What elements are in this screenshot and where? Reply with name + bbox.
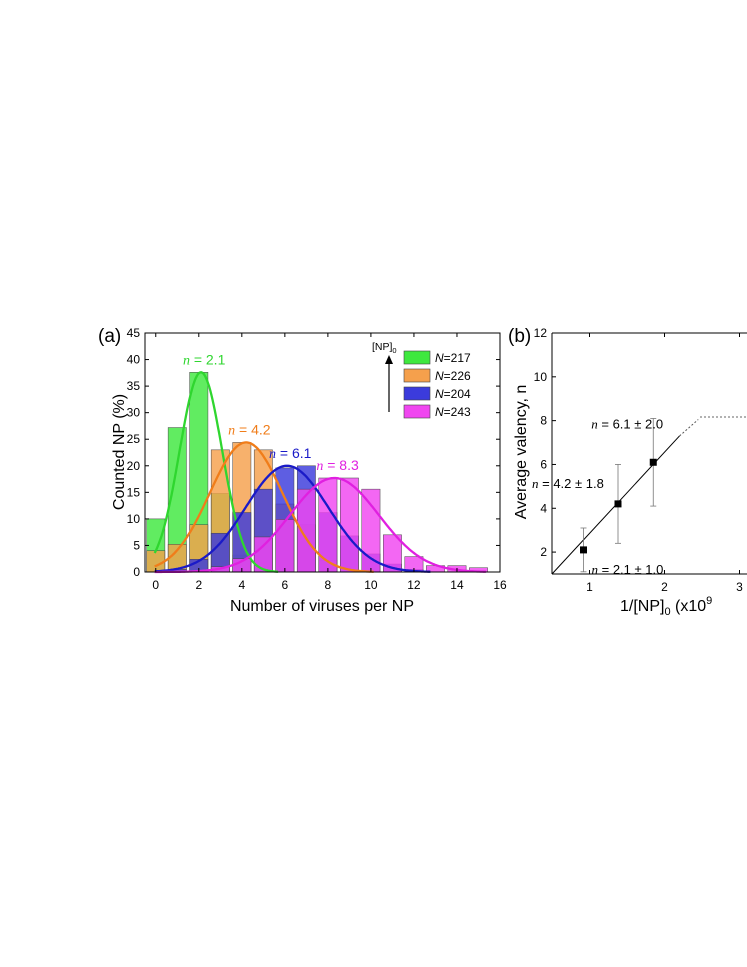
point-label-2: n = 6.1 ± 2.0: [591, 416, 663, 431]
y-tick-label-0: 0: [133, 565, 140, 579]
y-tick-label-30: 30: [127, 406, 141, 420]
point-label-n: n: [592, 562, 599, 577]
fit-curve-N=217: [153, 371, 279, 573]
b-x-tick-label-3: 3: [736, 580, 743, 594]
point-label-value: = 2.1 ± 1.0: [598, 562, 663, 577]
legend-entry-italic: N: [435, 369, 444, 383]
panel-b-point-labels: n = 2.1 ± 1.0n = 4.2 ± 1.8n = 6.1 ± 2.0: [532, 416, 663, 577]
mean-label-N=204: n = 6.1: [269, 445, 312, 462]
mean-label-value: = 2.1: [190, 351, 226, 367]
legend-entry-italic: N: [435, 351, 444, 365]
legend-swatch-N=226: [403, 368, 431, 383]
panel-a-y-axis-label: Counted NP (%): [111, 394, 128, 510]
fit-curve-N=204: [154, 464, 431, 573]
b-y-tick-label-2: 2: [540, 545, 547, 559]
y-tick-label-15: 15: [127, 485, 141, 499]
panel-a-fit-curves: [153, 371, 486, 574]
mean-label-n: n: [183, 353, 190, 368]
point-label-0: n = 2.1 ± 1.0: [592, 562, 664, 577]
legend-entry-N=217: N=217: [435, 351, 471, 365]
point-label-n: n: [532, 476, 539, 491]
mean-label-N=217: n = 2.1: [183, 351, 226, 368]
legend-entry-rest: =226: [444, 369, 471, 383]
point-label-value: = 4.2 ± 1.8: [539, 476, 604, 491]
y-tick-label-45: 45: [127, 326, 141, 340]
panel-b-x-axis-label: 1/[NP]0 (x109: [620, 595, 712, 618]
legend-entry-N=204: N=204: [435, 387, 471, 401]
x-tick-label-2: 2: [195, 578, 202, 592]
legend-entry-rest: =204: [444, 387, 471, 401]
legend-entry-N=243: N=243: [435, 405, 471, 419]
bar-N=243-9: [340, 477, 359, 573]
point-label-n: n: [591, 416, 598, 431]
data-point-2: [649, 458, 657, 466]
point-label-value: = 6.1 ± 2.0: [598, 416, 663, 431]
legend-arrow-label: [NP]0: [372, 341, 397, 355]
fit-curve-N=226: [154, 441, 374, 573]
b-y-tick-label-4: 4: [540, 501, 547, 515]
fit-curve-N=243: [154, 476, 486, 574]
mean-label-N=226: n = 4.2: [228, 421, 271, 438]
b-y-tick-label-8: 8: [540, 414, 547, 428]
panel-b-fit-line: [551, 419, 699, 575]
legend-swatch-N=204: [403, 386, 431, 401]
mean-label-value: = 4.2: [235, 421, 271, 437]
panel-a-plot-frame: [144, 332, 501, 573]
mean-label-n: n: [228, 423, 235, 438]
mean-label-value: = 8.3: [323, 457, 359, 473]
panel-b-label: (b): [508, 326, 531, 347]
legend-entry-italic: N: [435, 405, 444, 419]
mean-label-n: n: [316, 459, 323, 474]
b-x-tick-label-1: 1: [586, 580, 593, 594]
fit-line-dashed: [679, 419, 699, 437]
legend-entry-N=226: N=226: [435, 369, 471, 383]
panel-b-points: [580, 418, 657, 573]
b-x-tick-label-2: 2: [661, 580, 668, 594]
y-tick-label-5: 5: [133, 538, 140, 552]
panel-a-axes: 0 2 4 6 8 10 12 14 16 0 5 10 15 20 25 30 35 40 45: [127, 326, 507, 592]
point-label-1: n = 4.2 ± 1.8: [532, 476, 604, 491]
panel-b-y-axis-label: Average valency, n: [513, 385, 530, 520]
panel-a-x-axis-label: Number of viruses per NP: [230, 598, 414, 615]
y-tick-label-25: 25: [127, 432, 141, 446]
mean-label-n: n: [269, 447, 276, 462]
x-tick-label-16: 16: [493, 578, 507, 592]
y-tick-label-10: 10: [127, 512, 141, 526]
mean-label-N=243: n = 8.3: [316, 457, 359, 474]
y-tick-label-20: 20: [127, 459, 141, 473]
data-point-0: [580, 546, 587, 554]
panel-a: (a) 0 2 4 6 8 10 12 14 16 0 5 10 15 20 25 30 35 40 45 Numb…: [98, 326, 507, 615]
bar-N=243-6: [275, 519, 295, 573]
x-tick-label-8: 8: [325, 578, 332, 592]
b-y-tick-label-12: 12: [534, 326, 548, 340]
data-point-1: [614, 500, 622, 508]
y-tick-label-40: 40: [127, 353, 141, 367]
legend-swatch-N=217: [403, 350, 431, 365]
legend-entry-italic: N: [435, 387, 444, 401]
legend-entry-rest: =217: [444, 351, 471, 365]
b-y-tick-label-6: 6: [540, 457, 547, 471]
x-tick-label-10: 10: [364, 578, 378, 592]
panel-a-label: (a): [98, 326, 121, 347]
y-tick-label-35: 35: [127, 379, 141, 393]
mean-label-value: = 6.1: [276, 445, 312, 461]
panel-a-mean-labels: n = 2.1n = 4.2n = 6.1n = 8.3: [183, 351, 359, 474]
x-tick-label-0: 0: [152, 578, 159, 592]
b-y-tick-label-10: 10: [534, 370, 548, 384]
x-tick-label-14: 14: [450, 578, 464, 592]
legend-swatch-N=243: [403, 404, 431, 419]
x-tick-label-4: 4: [238, 578, 245, 592]
legend-arrow-head: [385, 355, 393, 364]
legend-entry-rest: =243: [444, 405, 471, 419]
x-tick-label-6: 6: [282, 578, 289, 592]
x-tick-label-12: 12: [407, 578, 421, 592]
